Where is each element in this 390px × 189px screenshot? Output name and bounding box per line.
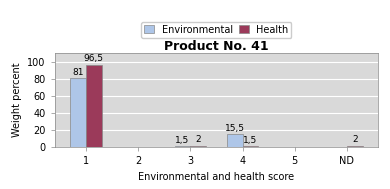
Bar [70,78,86,147]
Legend: Environmental, Health: Environmental, Health [142,22,291,38]
Text: 2: 2 [352,135,358,144]
Bar [86,64,101,147]
X-axis label: Environmental and health score: Environmental and health score [138,172,294,182]
Text: 96,5: 96,5 [84,54,104,63]
Bar [175,146,190,147]
Y-axis label: Weight percent: Weight percent [12,63,21,137]
Text: 15,5: 15,5 [225,124,245,133]
Text: 81: 81 [72,67,84,77]
Bar [190,146,206,147]
Text: 1,5: 1,5 [243,136,257,145]
Text: 2: 2 [195,135,201,144]
Title: Product No. 41: Product No. 41 [164,40,269,53]
Bar [243,146,258,147]
Bar [347,146,363,147]
Bar [227,134,243,147]
Text: 1,5: 1,5 [176,136,190,145]
